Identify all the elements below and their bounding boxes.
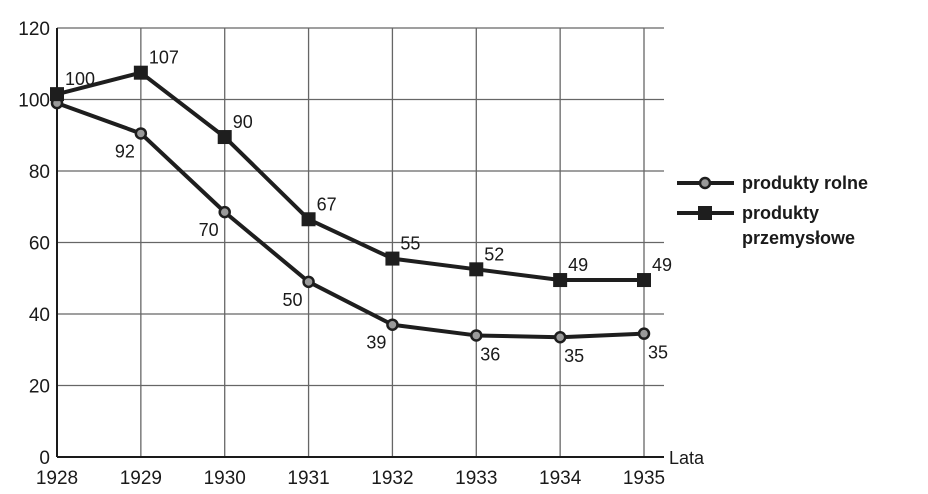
data-label: 90 xyxy=(233,112,253,132)
legend-marker-circle xyxy=(698,176,712,190)
data-label: 50 xyxy=(283,290,303,310)
x-tick-label: 1934 xyxy=(539,468,582,489)
x-axis-label: Lata xyxy=(669,448,705,468)
data-point-square xyxy=(217,130,232,145)
y-tick-label: 60 xyxy=(29,234,50,255)
data-point-square xyxy=(385,251,400,266)
data-point-square xyxy=(637,273,651,288)
series-lines xyxy=(56,70,645,340)
data-point-square xyxy=(50,87,64,102)
data-point-circle xyxy=(386,318,399,331)
y-tick-label: 120 xyxy=(18,19,50,40)
data-point-circle xyxy=(553,330,567,344)
x-tick-label: 1930 xyxy=(204,468,246,489)
x-tick-label: 1935 xyxy=(623,468,665,489)
data-label: 49 xyxy=(568,255,588,275)
data-point-square xyxy=(133,65,148,80)
data-label: 67 xyxy=(317,194,337,214)
grid xyxy=(57,27,664,457)
x-tick-label: 1931 xyxy=(287,468,329,489)
data-point-square xyxy=(301,212,316,227)
data-point-circle xyxy=(218,205,231,219)
x-tick-labels: 1928 1929 1930 1931 1932 1933 1934 1935 xyxy=(36,468,665,489)
data-point-circle xyxy=(637,327,651,340)
x-tick-label: 1928 xyxy=(36,468,78,489)
data-point-square xyxy=(553,273,568,288)
y-tick-label: 100 xyxy=(18,91,50,112)
x-tick-label: 1932 xyxy=(371,468,413,489)
data-label: 100 xyxy=(65,69,95,89)
data-label: 49 xyxy=(652,255,672,275)
y-tick-label: 20 xyxy=(29,377,50,398)
legend-label-przemyslowe-line-2: przemysłowe xyxy=(742,228,855,248)
legend-label-produkty-line-1: produkty xyxy=(742,203,819,223)
data-markers xyxy=(50,65,651,344)
data-label: 35 xyxy=(564,346,584,366)
y-tick-label: 40 xyxy=(29,305,50,326)
x-tick-label: 1929 xyxy=(120,468,162,489)
data-label: 92 xyxy=(115,141,135,161)
legend-item-produkty-rolne: produkty rolne xyxy=(677,173,868,193)
data-point-square xyxy=(469,262,484,277)
data-label: 39 xyxy=(366,333,386,353)
data-label: 107 xyxy=(149,48,179,68)
data-label: 36 xyxy=(480,344,500,364)
data-point-circle xyxy=(302,275,315,289)
y-tick-labels: 0 20 40 60 80 100 120 xyxy=(18,19,50,469)
legend-label-produkty-rolne: produkty rolne xyxy=(742,173,868,193)
legend: produkty rolne produkty przemysłowe xyxy=(677,173,868,248)
legend-item-produkty-przemyslowe: produkty przemysłowe xyxy=(677,203,855,248)
data-labels: 92 70 50 39 36 35 35 100 107 90 67 55 52 49 49 xyxy=(65,48,672,367)
series-line-produkty-rolne xyxy=(56,101,645,340)
data-point-circle xyxy=(470,329,483,342)
legend-marker-square xyxy=(698,206,712,220)
data-label: 35 xyxy=(648,343,668,363)
y-tick-label: 80 xyxy=(29,162,50,183)
x-tick-label: 1933 xyxy=(455,468,497,489)
data-label: 52 xyxy=(484,244,504,264)
data-point-circle xyxy=(134,127,148,140)
y-tick-label: 0 xyxy=(39,448,50,469)
data-label: 55 xyxy=(400,234,420,254)
series-line-produkty-przemyslowe xyxy=(56,70,644,283)
data-label: 70 xyxy=(199,220,219,240)
